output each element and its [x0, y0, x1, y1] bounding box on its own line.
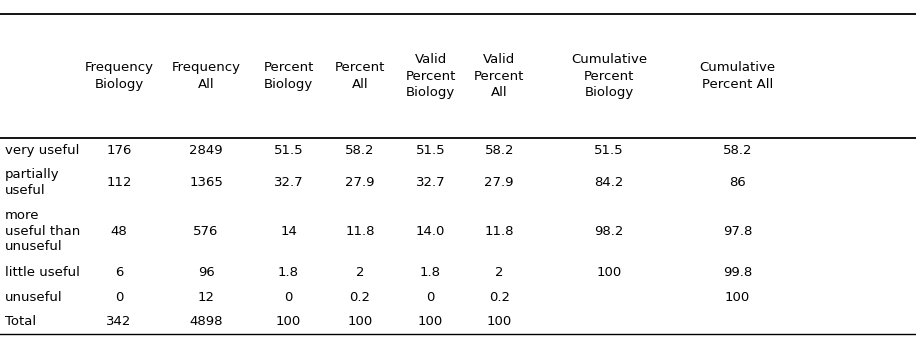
- Text: 576: 576: [193, 225, 219, 238]
- Text: 1365: 1365: [190, 176, 223, 189]
- Text: Cumulative
Percent All: Cumulative Percent All: [699, 61, 776, 91]
- Text: 14.0: 14.0: [416, 225, 445, 238]
- Text: 342: 342: [106, 315, 132, 328]
- Text: Percent
Biology: Percent Biology: [264, 61, 313, 91]
- Text: very useful: very useful: [5, 144, 79, 157]
- Text: 27.9: 27.9: [345, 176, 375, 189]
- Text: little useful: little useful: [5, 266, 80, 279]
- Text: 100: 100: [347, 315, 373, 328]
- Text: 32.7: 32.7: [274, 176, 303, 189]
- Text: 11.8: 11.8: [485, 225, 514, 238]
- Text: 27.9: 27.9: [485, 176, 514, 189]
- Text: 86: 86: [729, 176, 746, 189]
- Text: 99.8: 99.8: [723, 266, 752, 279]
- Text: 32.7: 32.7: [416, 176, 445, 189]
- Text: 176: 176: [106, 144, 132, 157]
- Text: Cumulative
Percent
Biology: Cumulative Percent Biology: [571, 53, 648, 99]
- Text: 58.2: 58.2: [485, 144, 514, 157]
- Text: 48: 48: [111, 225, 127, 238]
- Text: 112: 112: [106, 176, 132, 189]
- Text: Valid
Percent
All: Valid Percent All: [474, 53, 524, 99]
- Text: 0: 0: [426, 291, 435, 304]
- Text: 0: 0: [114, 291, 124, 304]
- Text: 4898: 4898: [190, 315, 223, 328]
- Text: 0: 0: [284, 291, 293, 304]
- Text: 14: 14: [280, 225, 297, 238]
- Text: 100: 100: [596, 266, 622, 279]
- Text: 51.5: 51.5: [274, 144, 303, 157]
- Text: 51.5: 51.5: [416, 144, 445, 157]
- Text: Total: Total: [5, 315, 36, 328]
- Text: 6: 6: [114, 266, 124, 279]
- Text: 1.8: 1.8: [278, 266, 299, 279]
- Text: 100: 100: [725, 291, 750, 304]
- Text: 12: 12: [198, 291, 214, 304]
- Text: 58.2: 58.2: [345, 144, 375, 157]
- Text: 58.2: 58.2: [723, 144, 752, 157]
- Text: 96: 96: [198, 266, 214, 279]
- Text: 51.5: 51.5: [594, 144, 624, 157]
- Text: 100: 100: [418, 315, 443, 328]
- Text: 0.2: 0.2: [489, 291, 509, 304]
- Text: 2: 2: [495, 266, 504, 279]
- Text: Valid
Percent
Biology: Valid Percent Biology: [406, 53, 455, 99]
- Text: 98.2: 98.2: [594, 225, 624, 238]
- Text: Frequency
All: Frequency All: [171, 61, 241, 91]
- Text: partially
useful: partially useful: [5, 168, 60, 197]
- Text: unuseful: unuseful: [5, 291, 62, 304]
- Text: 0.2: 0.2: [350, 291, 370, 304]
- Text: 84.2: 84.2: [594, 176, 624, 189]
- Text: 2849: 2849: [190, 144, 223, 157]
- Text: 11.8: 11.8: [345, 225, 375, 238]
- Text: 100: 100: [276, 315, 301, 328]
- Text: 100: 100: [486, 315, 512, 328]
- Text: Percent
All: Percent All: [335, 61, 385, 91]
- Text: 1.8: 1.8: [420, 266, 441, 279]
- Text: 97.8: 97.8: [723, 225, 752, 238]
- Text: more
useful than
unuseful: more useful than unuseful: [5, 209, 80, 253]
- Text: 2: 2: [355, 266, 365, 279]
- Text: Frequency
Biology: Frequency Biology: [84, 61, 154, 91]
